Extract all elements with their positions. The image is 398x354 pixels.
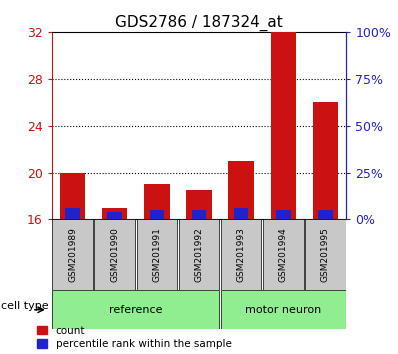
- Legend: count, percentile rank within the sample: count, percentile rank within the sample: [37, 326, 232, 349]
- Bar: [220, 219, 261, 290]
- Bar: [94, 219, 135, 290]
- Text: GSM201989: GSM201989: [68, 227, 77, 282]
- Text: reference: reference: [109, 305, 163, 315]
- Text: GSM201991: GSM201991: [152, 227, 162, 282]
- Text: GSM201992: GSM201992: [195, 228, 203, 282]
- Text: cell type: cell type: [1, 301, 49, 311]
- Bar: [144, 184, 170, 219]
- Text: GSM201990: GSM201990: [110, 227, 119, 282]
- Text: GSM201993: GSM201993: [236, 227, 246, 282]
- Bar: [234, 208, 248, 219]
- Bar: [318, 210, 333, 219]
- Bar: [53, 290, 219, 329]
- Bar: [312, 102, 338, 219]
- Text: GSM201995: GSM201995: [321, 227, 330, 282]
- Title: GDS2786 / 187324_at: GDS2786 / 187324_at: [115, 14, 283, 30]
- Bar: [192, 210, 206, 219]
- Bar: [60, 172, 86, 219]
- Bar: [150, 210, 164, 219]
- Bar: [305, 219, 345, 290]
- Bar: [263, 219, 304, 290]
- Text: motor neuron: motor neuron: [245, 305, 321, 315]
- Bar: [179, 219, 219, 290]
- Bar: [137, 219, 178, 290]
- Bar: [228, 161, 254, 219]
- Bar: [186, 190, 212, 219]
- Bar: [65, 208, 80, 219]
- Bar: [271, 32, 296, 219]
- Bar: [53, 219, 93, 290]
- Bar: [276, 210, 291, 219]
- Text: GSM201994: GSM201994: [279, 228, 288, 282]
- Bar: [107, 212, 122, 219]
- Bar: [220, 290, 345, 329]
- Bar: [102, 208, 127, 219]
